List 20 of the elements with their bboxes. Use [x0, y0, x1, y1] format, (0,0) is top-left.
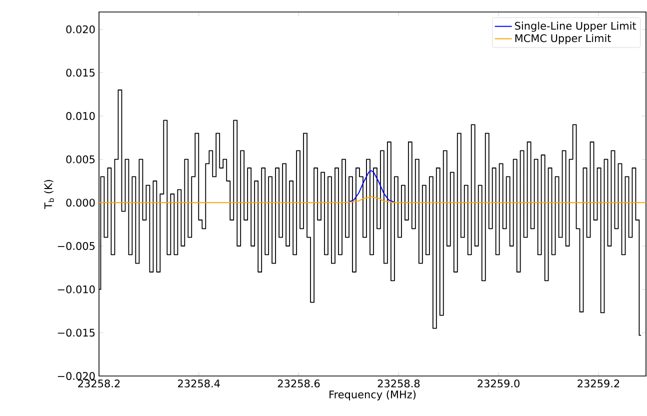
y-tick-label: −0.010 [58, 285, 95, 294]
y-tick-label: 0.020 [66, 25, 95, 34]
x-tick-label: 23258.8 [378, 380, 420, 388]
line-series [348, 170, 394, 202]
legend-label: Single-Line Upper Limit [515, 22, 636, 32]
x-tick-label: 23259.0 [478, 380, 520, 388]
y-tick-label: 0.015 [66, 68, 95, 77]
legend-label: MCMC Upper Limit [515, 34, 611, 44]
x-axis-title: Frequency (MHz) [330, 390, 416, 400]
x-tick-label: 23258.6 [278, 380, 320, 388]
x-tick-label: 23258.4 [178, 380, 220, 388]
y-tick-label: −0.020 [58, 372, 95, 380]
y-tick-label: −0.005 [58, 242, 95, 250]
y-axis-title: T$_{b}$ (K) [44, 180, 54, 209]
y-tick-label: 0.000 [66, 198, 95, 207]
y-tick-label: 0.005 [66, 155, 95, 164]
y-tick-label: −0.015 [58, 328, 95, 337]
x-tick-label: 23259.2 [578, 380, 620, 388]
y-tick-label: 0.010 [66, 112, 95, 120]
x-tick-label: 23258.2 [78, 380, 120, 388]
